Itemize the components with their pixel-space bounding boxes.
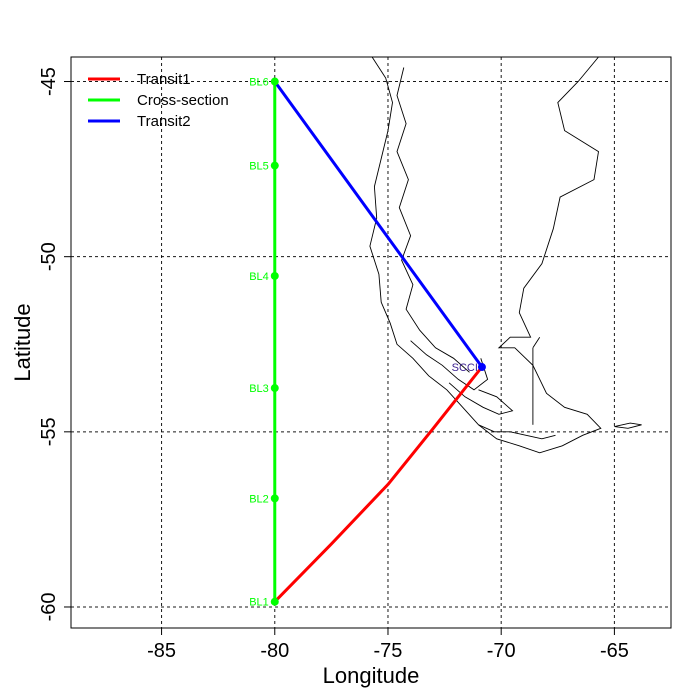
x-tick-label: -65: [600, 640, 629, 662]
grid-layer: [71, 57, 671, 628]
station-point-bl2: [270, 494, 279, 503]
coastline-segment-2: [396, 67, 470, 373]
coastline-segment-4: [448, 382, 514, 415]
coastline-segment-7: [532, 336, 541, 349]
stations-layer: BL1 BL2 BL3 BL4 BL5 BL6 SCCI: [249, 77, 486, 609]
station-point-bl6: [270, 77, 279, 86]
station-point-bl5: [270, 161, 279, 170]
coastline-layer: [369, 56, 642, 454]
y-tick-label: -45: [38, 67, 60, 96]
port-point: [477, 363, 486, 372]
y-axis-title: Latitude: [10, 303, 35, 381]
port-label: SCCI: [452, 362, 478, 374]
x-tick-label: -80: [260, 640, 289, 662]
legend-label: Transit2: [137, 113, 191, 130]
x-tick-label: -75: [374, 640, 403, 662]
legend-label: Cross-section: [137, 92, 229, 109]
axes-layer: -85 -80 -75 -70 -65 -45 -50 -55 -60: [38, 67, 629, 662]
station-point-bl3: [270, 384, 279, 393]
x-axis-title: Longitude: [323, 663, 420, 688]
station-label-bl1: BL1: [249, 597, 269, 609]
track-transit2: [273, 80, 484, 368]
station-label-bl4: BL4: [249, 271, 269, 283]
coastline-segment-3: [410, 340, 489, 391]
y-tick-label: -55: [38, 417, 60, 446]
track-transit1: [273, 366, 484, 603]
station-point-bl4: [270, 271, 279, 280]
tracks-layer: [273, 80, 484, 603]
x-tick-label: -85: [147, 640, 176, 662]
station-point-bl1: [270, 597, 279, 606]
station-label-bl5: BL5: [249, 161, 269, 173]
legend: Transit1 Cross-section Transit2: [88, 71, 229, 130]
y-tick-label: -60: [38, 593, 60, 622]
station-label-bl3: BL3: [249, 383, 269, 395]
x-tick-label: -70: [487, 640, 516, 662]
plot-frame: [70, 56, 672, 629]
coastline-segment-1: [369, 56, 602, 454]
station-label-bl6: BL6: [249, 77, 269, 89]
y-tick-label: -50: [38, 242, 60, 271]
legend-label: Transit1: [137, 71, 191, 88]
coastline-segment-8: [614, 422, 642, 429]
station-label-bl2: BL2: [249, 493, 269, 505]
coastline-segment-5: [478, 424, 556, 440]
